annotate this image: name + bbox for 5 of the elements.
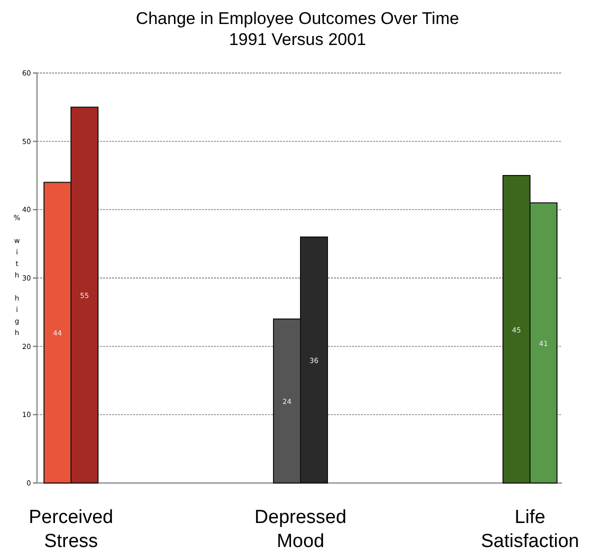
chart-title: Change in Employee Outcomes Over Time [136,9,460,28]
chart-subtitle: 1991 Versus 2001 [228,30,366,49]
x-tick-label: Depressed Mood [254,507,346,552]
x-tick-label: Perceived Stress [28,507,114,552]
x-tick-label: Life Satisfaction [480,507,580,552]
